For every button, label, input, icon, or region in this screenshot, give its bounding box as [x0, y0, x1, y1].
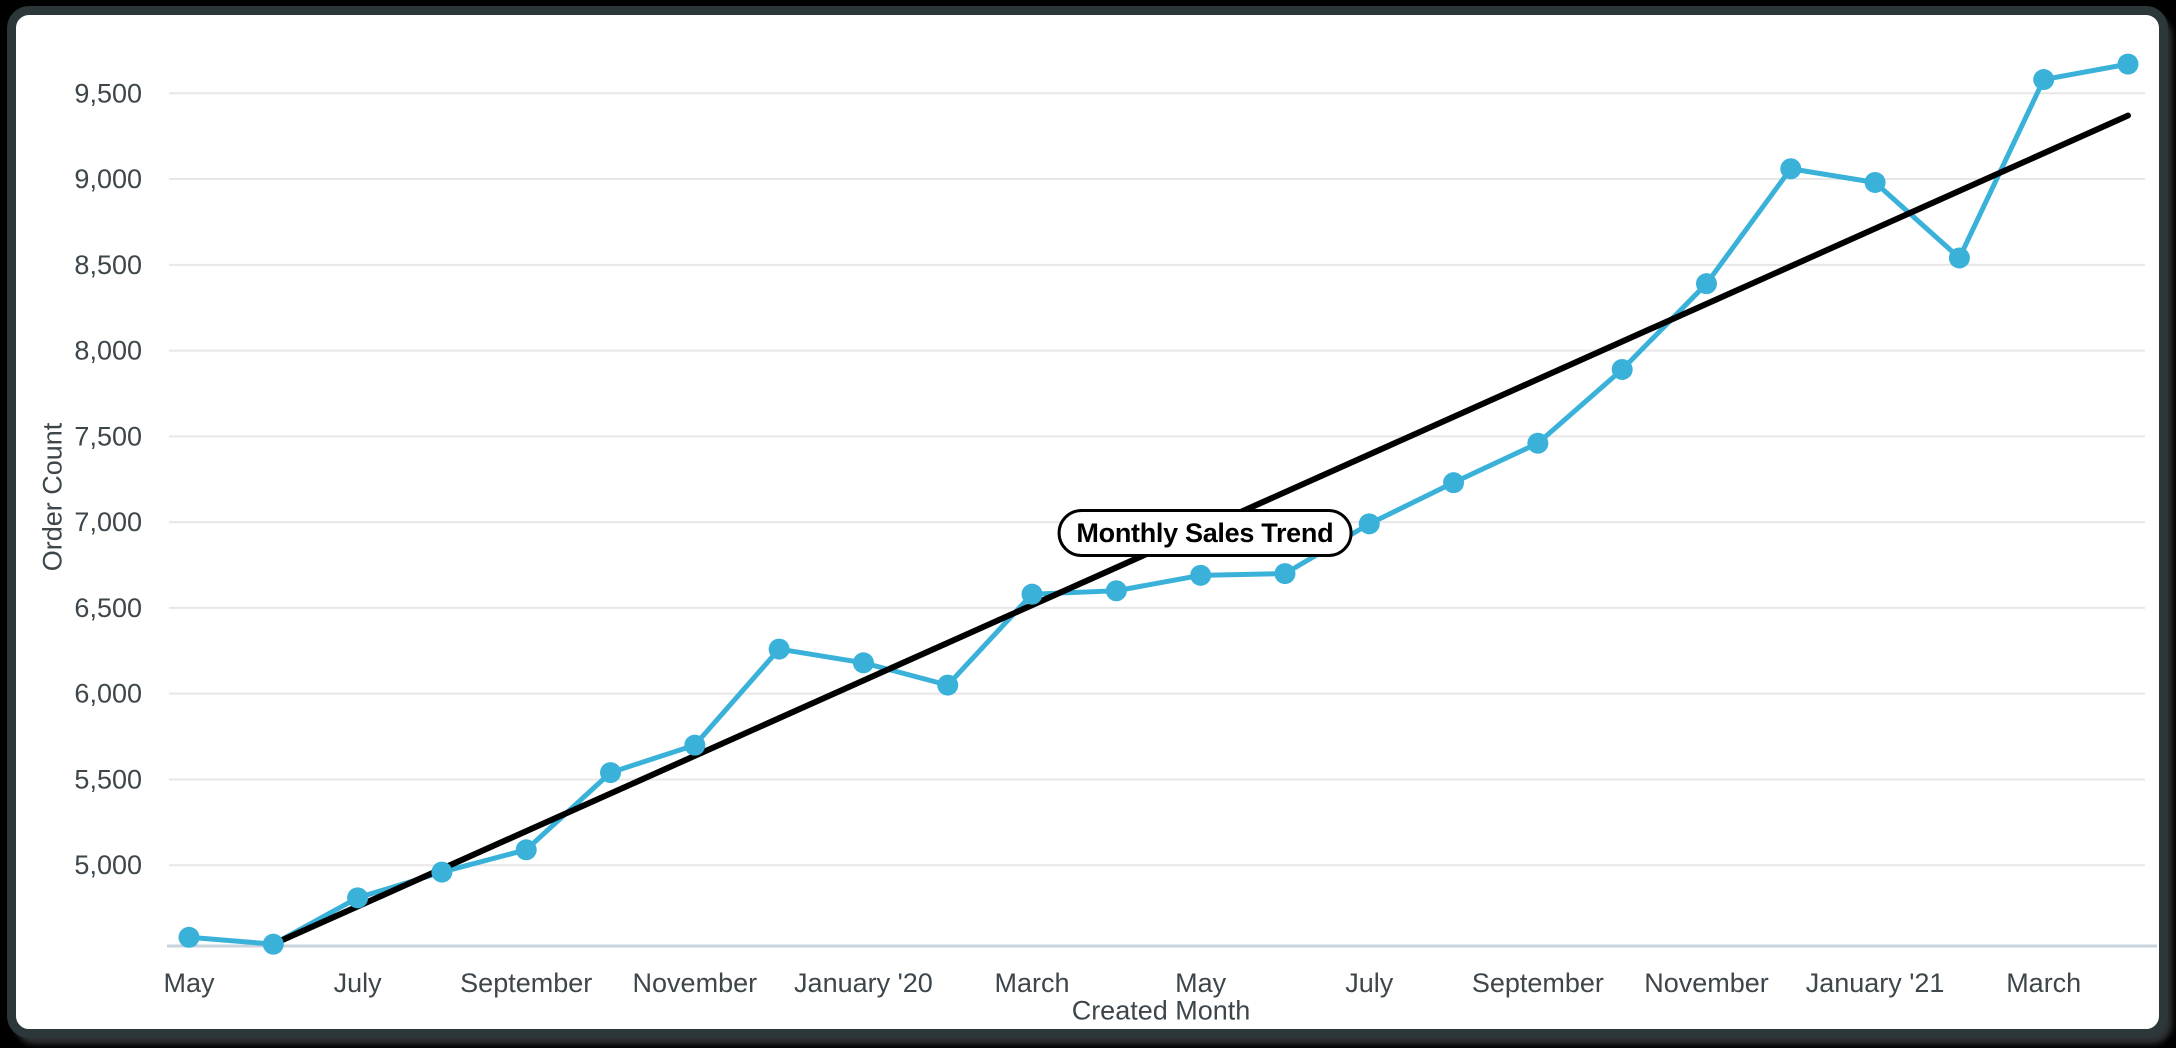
data-point-january-2021[interactable]: [1864, 171, 1886, 193]
y-tick-label: 7,000: [74, 507, 142, 537]
x-tick-label: January '20: [794, 968, 933, 998]
data-point-april-2021[interactable]: [2117, 53, 2139, 75]
data-point-november-2019[interactable]: [684, 734, 706, 756]
y-tick-label: 6,500: [74, 593, 142, 623]
y-tick-label: 9,500: [74, 78, 142, 108]
data-point-march-2020[interactable]: [1021, 583, 1043, 605]
data-point-june-2020[interactable]: [1274, 563, 1296, 585]
data-point-october-2019[interactable]: [600, 762, 622, 784]
data-point-february-2020[interactable]: [937, 674, 959, 696]
chart-card: 5,000 5,500 6,000 6,500 7,000 7,500 8,000 8,500…: [7, 6, 2168, 1038]
x-tick-label: November: [633, 968, 758, 998]
x-tick-label: July: [334, 968, 383, 998]
data-point-june-2019[interactable]: [262, 933, 284, 955]
data-point-may-2019[interactable]: [178, 926, 200, 948]
x-tick-label: July: [1345, 968, 1394, 998]
x-tick-label: May: [163, 968, 215, 998]
x-tick-label: May: [1175, 968, 1227, 998]
trend-annotation-label: Monthly Sales Trend: [1057, 509, 1353, 558]
y-tick-label: 7,500: [74, 421, 142, 451]
y-tick-label: 9,000: [74, 164, 142, 194]
data-point-october-2020[interactable]: [1611, 358, 1633, 380]
x-axis-title: Created Month: [1071, 995, 1251, 1026]
data-point-february-2021[interactable]: [1948, 247, 1970, 269]
x-tick-label: March: [2006, 968, 2081, 998]
data-point-march-2021[interactable]: [2033, 69, 2055, 91]
data-point-november-2020[interactable]: [1695, 273, 1717, 295]
data-point-august-2019[interactable]: [431, 861, 453, 883]
y-axis-title: Order Count: [37, 422, 68, 572]
x-tick-label: September: [460, 968, 592, 998]
x-tick-label: January '21: [1806, 968, 1945, 998]
chart-canvas[interactable]: 5,000 5,500 6,000 6,500 7,000 7,500 8,000 8,500…: [9, 9, 2176, 1048]
x-tick-label: March: [995, 968, 1070, 998]
data-point-january-2020[interactable]: [852, 652, 874, 674]
data-point-september-2019[interactable]: [515, 839, 537, 861]
data-point-august-2020[interactable]: [1443, 472, 1465, 494]
y-tick-label: 8,500: [74, 250, 142, 280]
y-tick-label: 5,000: [74, 850, 142, 880]
data-point-december-2019[interactable]: [768, 638, 790, 660]
data-point-may-2020[interactable]: [1190, 564, 1212, 586]
y-tick-label: 6,000: [74, 679, 142, 709]
x-tick-label: September: [1472, 968, 1604, 998]
data-point-july-2020[interactable]: [1358, 513, 1380, 535]
x-tick-label: November: [1644, 968, 1769, 998]
y-tick-label: 5,500: [74, 764, 142, 794]
sales-line[interactable]: [186, 61, 2131, 947]
data-point-december-2020[interactable]: [1780, 158, 1802, 180]
data-point-april-2020[interactable]: [1105, 580, 1127, 602]
data-point-july-2019[interactable]: [347, 887, 369, 909]
data-point-september-2020[interactable]: [1527, 432, 1549, 454]
y-tick-label: 8,000: [74, 336, 142, 366]
